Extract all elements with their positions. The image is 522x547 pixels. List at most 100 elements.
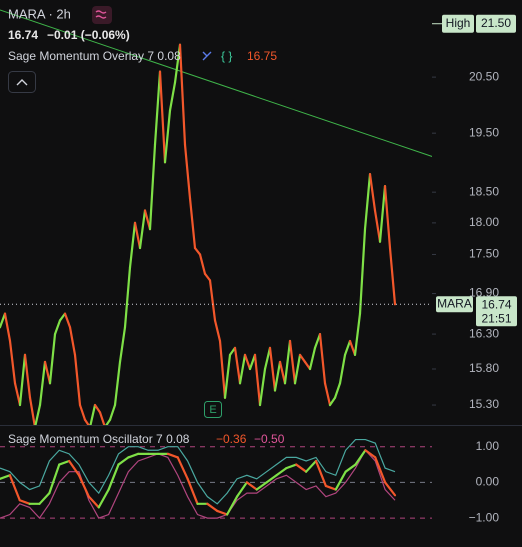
line-segment: [268, 346, 277, 392]
line-segment: [148, 143, 157, 231]
high-value-box: [476, 14, 516, 33]
last-price-tag-box: [476, 296, 517, 327]
line-segment: [107, 463, 120, 491]
y-tick-label: 15.80: [469, 361, 499, 375]
symbol-tag-box: [436, 296, 473, 313]
y-tick-label: 17.50: [469, 247, 499, 261]
line-segment: [123, 266, 132, 329]
line-segment: [163, 109, 172, 164]
line-segment: [0, 474, 11, 480]
line-segment: [38, 360, 47, 407]
countdown: 21:51: [481, 311, 511, 325]
line-segment: [118, 326, 127, 364]
line-segment: [188, 197, 197, 250]
y-tick-label: 1.00: [476, 439, 500, 453]
line: [0, 438, 396, 505]
line-segment: [338, 353, 347, 385]
line-segment: [238, 353, 247, 385]
line-segment: [127, 452, 140, 459]
line: [0, 449, 396, 520]
line-segment: [275, 467, 288, 477]
line-segment: [48, 463, 61, 495]
line-segment: [218, 339, 227, 399]
line-segment: [58, 459, 71, 466]
line-segment: [153, 70, 162, 146]
line-segment: [168, 81, 177, 112]
line-segment: [245, 481, 258, 491]
line-segment: [193, 246, 202, 256]
line-segment: [113, 360, 122, 407]
line-segment: [388, 246, 397, 306]
line-segment: [308, 346, 317, 371]
line-segment: [43, 360, 52, 385]
line-segment: [208, 279, 217, 322]
line-segment: [368, 173, 377, 212]
collapse-button[interactable]: [8, 71, 36, 93]
line-segment: [235, 481, 248, 498]
high-label: High: [446, 16, 471, 30]
line-segment: [293, 353, 302, 385]
line-segment: [258, 367, 267, 407]
alert-icon: [95, 10, 107, 19]
oscillator-pane: [0, 438, 432, 520]
line-segment: [176, 456, 189, 480]
line-segment: [374, 456, 387, 484]
line-segment: [89, 403, 97, 425]
overlay-icon: [202, 51, 212, 61]
line-segment: [8, 474, 21, 502]
line-segment: [28, 396, 36, 425]
line-segment: [378, 185, 387, 243]
line-segment: [87, 495, 100, 509]
overlay-name: Sage Momentum Overlay 7 0.08: [8, 49, 181, 63]
line-segment: [68, 326, 77, 357]
line-segment: [344, 463, 357, 473]
line-segment: [78, 403, 87, 421]
line-segment: [13, 382, 22, 407]
line-segment: [283, 339, 292, 385]
line-segment: [314, 459, 327, 488]
line-segment: [383, 185, 392, 250]
line-segment: [105, 418, 112, 425]
line-segment: [198, 253, 207, 275]
symbol-tag: MARA: [437, 296, 472, 310]
line-segment: [255, 481, 268, 491]
y-tick-label: 0.00: [476, 475, 500, 489]
line-segment: [323, 382, 332, 407]
line-segment: [343, 339, 352, 357]
line-segment: [18, 353, 27, 407]
line-segment: [216, 509, 229, 516]
legend-value: −0.36: [216, 432, 247, 446]
line-segment: [158, 70, 167, 164]
line-segment: [18, 499, 31, 505]
y-tick-label: 16.30: [469, 326, 499, 340]
line-segment: [173, 43, 182, 84]
line-segment: [328, 396, 337, 407]
line-segment: [373, 209, 382, 243]
event-marker-box[interactable]: [204, 401, 222, 418]
last-price: 16.74: [8, 28, 38, 42]
symbol: MARA · 2h: [8, 6, 71, 21]
event-marker: E: [209, 404, 216, 416]
line-segment: [243, 353, 252, 371]
line-segment: [23, 353, 32, 399]
line-segment: [83, 418, 90, 425]
line-segment: [288, 339, 297, 385]
line-segment: [108, 403, 117, 421]
line-segment: [8, 339, 17, 385]
y-tick-label: 18.50: [469, 184, 499, 198]
line-segment: [73, 353, 82, 407]
line-segment: [278, 360, 287, 385]
line-segment: [364, 449, 377, 459]
line-segment: [98, 411, 106, 425]
oscillator-title: Sage Momentum Oscillator 7 0.08: [8, 432, 190, 446]
y-tick-label: 18.00: [469, 215, 499, 229]
line-segment: [3, 312, 12, 343]
line-segment: [166, 452, 179, 459]
line-segment: [358, 228, 367, 315]
line-segment: [324, 484, 337, 491]
line-segment: [206, 502, 219, 513]
line-segment: [334, 470, 347, 491]
line-segment: [223, 353, 232, 399]
line-segment: [68, 459, 81, 477]
alert-icon-box[interactable]: [92, 6, 112, 24]
